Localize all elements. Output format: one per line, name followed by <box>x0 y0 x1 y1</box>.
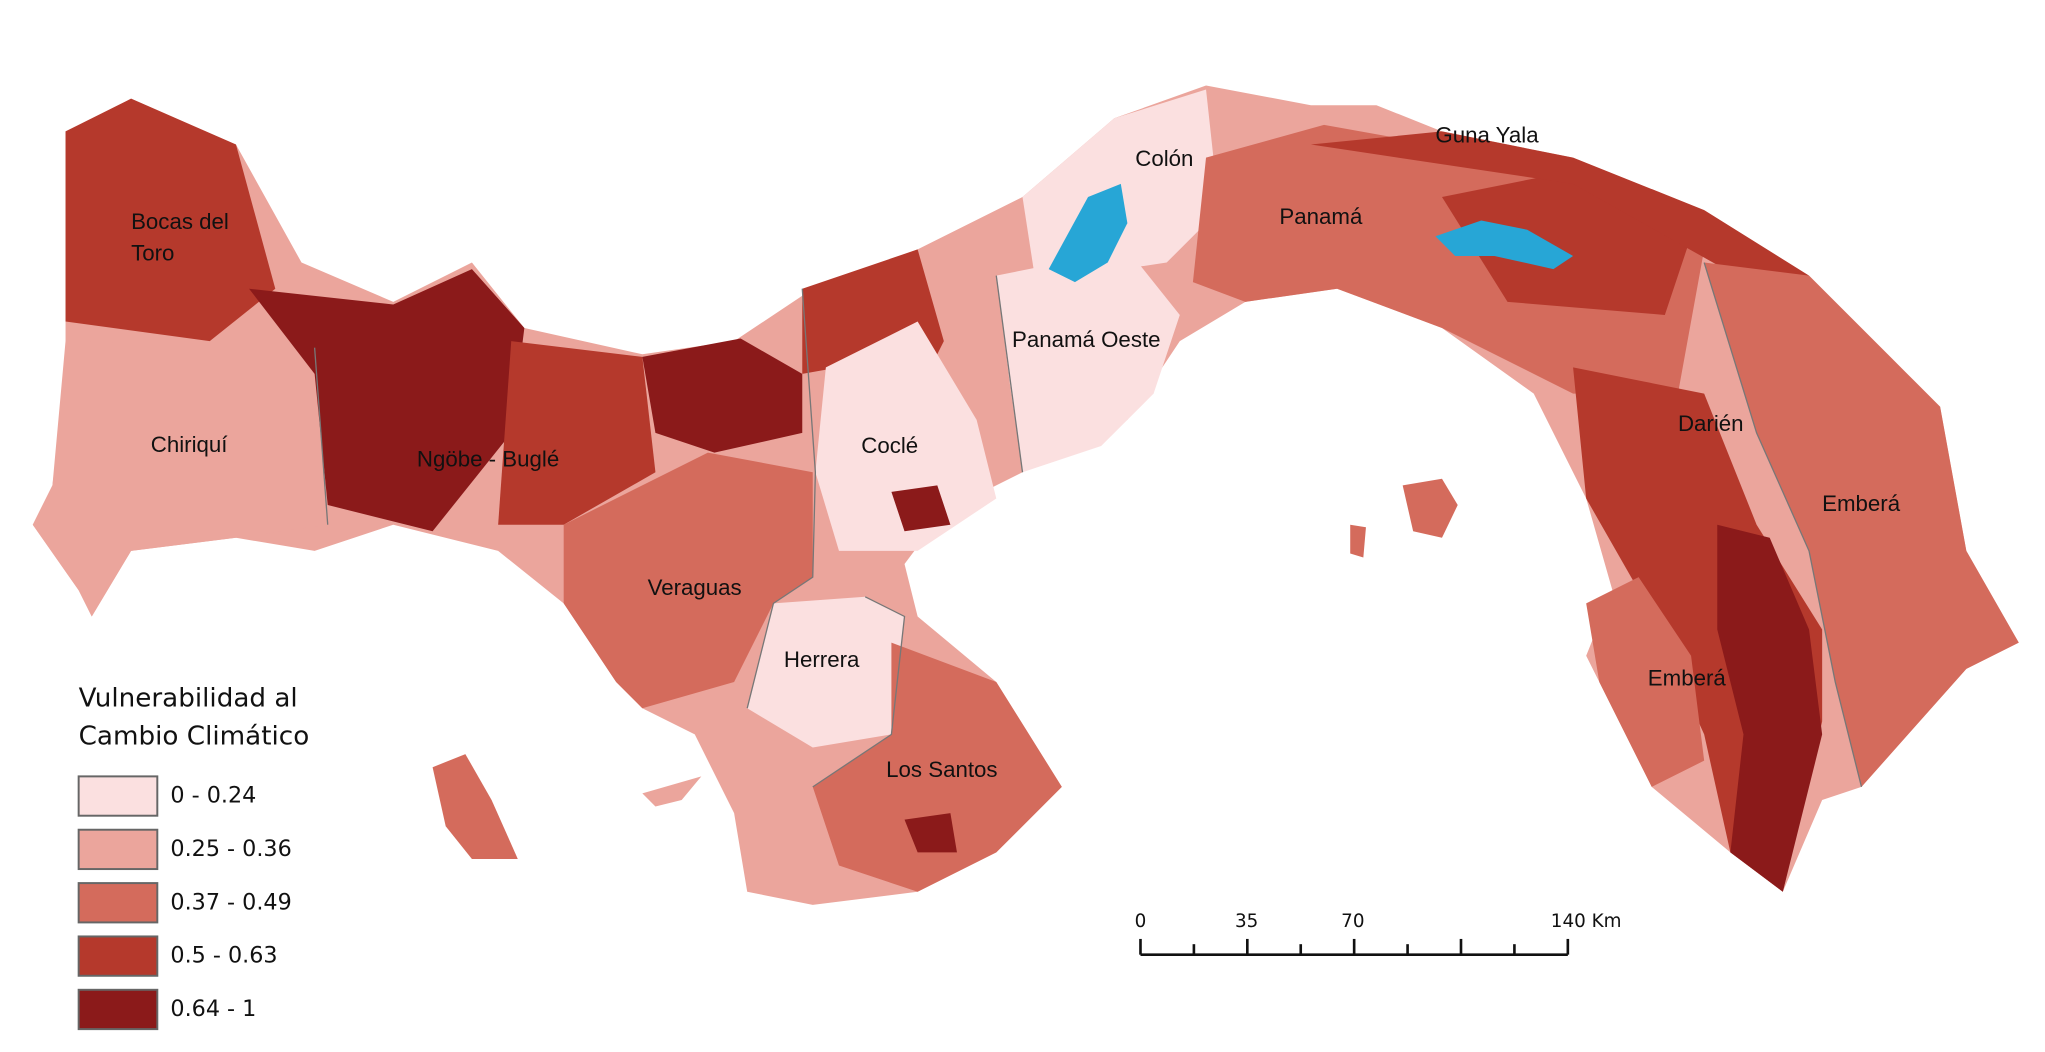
province-border <box>746 288 817 709</box>
island-coiba <box>432 754 518 859</box>
ngobe-east-area <box>498 341 656 525</box>
legend-title: Cambio Climático <box>79 722 310 752</box>
island-cebaco <box>642 776 702 807</box>
legend-title: Vulnerabilidad al <box>79 684 298 714</box>
darien-dark-area <box>1717 524 1823 892</box>
island-pearl <box>1402 478 1458 538</box>
legend-swatch <box>77 935 159 977</box>
province-border <box>313 347 329 525</box>
lake-gatun <box>1048 183 1128 283</box>
legend-swatch <box>77 882 159 924</box>
lake-bayano <box>1435 220 1574 270</box>
island-small <box>1350 524 1366 558</box>
region-label: Ngöbe - Buglé <box>417 446 559 471</box>
region-label: Panamá <box>1279 204 1363 229</box>
legend: Vulnerabilidad al Cambio Climático 0 - 0.2… <box>77 684 310 1031</box>
region-label: Toro <box>131 241 174 266</box>
legend-label: 0 - 0.24 <box>170 783 256 809</box>
legend-swatch <box>77 988 159 1031</box>
embera-east-area <box>1704 262 2019 787</box>
panama-oeste-area <box>996 249 1180 473</box>
legend-swatch <box>77 775 159 817</box>
cocle-area <box>815 321 997 551</box>
province-border <box>812 596 906 788</box>
legend-label: 0.5 - 0.63 <box>170 943 277 969</box>
legend-label: 0.25 - 0.36 <box>170 836 291 862</box>
los-santos-area <box>812 642 1062 892</box>
province-border <box>1703 262 1863 788</box>
region-label: Emberá <box>1648 665 1727 690</box>
region-label: Coclé <box>861 433 918 458</box>
embera-west-area <box>1586 577 1705 787</box>
scale-label: 35 <box>1235 911 1258 932</box>
veraguas-north-dark <box>642 338 803 453</box>
veraguas-area <box>563 452 813 709</box>
legend-swatch <box>77 828 159 871</box>
province-border <box>995 275 1024 473</box>
region-label: Darién <box>1678 411 1744 436</box>
scale-label: 140 Km <box>1551 911 1622 932</box>
region-label: Herrera <box>784 647 860 672</box>
region-label: Los Santos <box>886 757 997 782</box>
scale-bar: 0 35 70 140 Km <box>1135 911 1622 956</box>
region-labels: Bocas del Toro Chiriquí Ngöbe - Buglé Veragu… <box>131 123 1901 782</box>
los-santos-dark-spot <box>904 813 957 853</box>
region-label: Panamá Oeste <box>1012 327 1161 352</box>
scale-label: 70 <box>1341 911 1364 932</box>
region-label: Veraguas <box>648 575 742 600</box>
herrera-area <box>747 596 905 748</box>
chiriqui-area <box>32 341 328 617</box>
scale-label: 0 <box>1135 911 1147 932</box>
ngobe-bugle-area <box>249 269 525 532</box>
region-label: Bocas del <box>131 209 229 234</box>
region-label: Colón <box>1135 146 1193 171</box>
land <box>32 85 2019 905</box>
region-label: Emberá <box>1822 491 1901 516</box>
legend-label: 0.64 - 1 <box>170 996 256 1022</box>
region-label: Chiriquí <box>151 432 229 457</box>
region-label: Guna Yala <box>1435 123 1539 148</box>
legend-label: 0.37 - 0.49 <box>170 889 291 915</box>
bocas-del-toro-area <box>65 98 276 342</box>
cocle-dark-spot <box>891 485 951 532</box>
